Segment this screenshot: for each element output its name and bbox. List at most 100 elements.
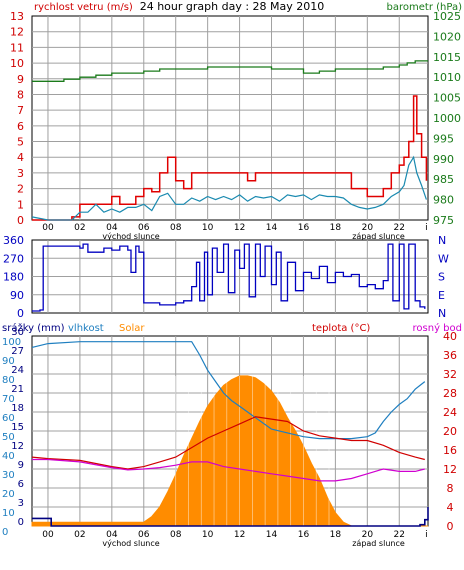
temperature-y-tick-label: 24 [443,406,457,419]
chart-title: 24 hour graph day : 28 May 2010 [140,0,325,13]
x-tick-label: i [425,223,428,233]
humidity-y-tick-label: 40 [2,451,15,462]
pressure-y-tick-label: 1010 [433,71,461,84]
pressure-y-tick-label: 1015 [433,51,461,64]
rain-y-tick-label: 24 [11,365,24,376]
x-tick-label: 12 [234,530,245,540]
x-tick-label: 20 [362,223,374,233]
humidity-y-tick-label: 20 [2,489,15,500]
compass-tick-label: N [438,234,446,247]
pressure-y-tick-label: 975 [433,214,454,227]
temperature-y-tick-label: 4 [447,501,454,514]
dew-point-axis-label: rosný bod [413,322,462,334]
wind-pressure-plot-frame [31,15,429,221]
x-tick-label: 18 [330,530,342,540]
rain-y-tick-label: 27 [11,346,24,357]
solar-area-layer [31,375,428,527]
tick-labels-layer: 0123456789101112139759809859909951000100… [2,10,461,548]
wind-y-tick-label: 6 [17,120,24,133]
rain-y-tick-label: 6 [18,479,24,490]
pressure-y-tick-label: 980 [433,194,454,207]
x-tick-label: 20 [362,530,374,540]
rain-y-tick-label: 18 [11,403,24,414]
rain-y-tick-label: 30 [11,327,24,338]
pressure-y-tick-label: 1005 [433,92,461,105]
pressure-y-tick-label: 985 [433,173,454,186]
pressure-y-tick-label: 990 [433,153,454,166]
direction-y-tick-label: 270 [3,252,24,265]
rain-y-tick-label: 3 [18,498,24,509]
temperature-y-tick-label: 36 [443,349,457,362]
direction-y-tick-label: 90 [10,289,24,302]
wind-y-tick-label: 3 [17,167,24,180]
wind-y-tick-label: 0 [17,214,24,227]
x-tick-label: 08 [170,530,182,540]
humidity-y-tick-label: 60 [2,413,15,424]
x-tick-label: 14 [266,530,278,540]
x-tick-label: 16 [298,223,310,233]
humidity-y-tick-label: 30 [2,470,15,481]
rain-y-tick-label: 21 [11,384,24,395]
wind-y-tick-label: 5 [17,136,24,149]
direction-y-tick-label: 360 [3,234,24,247]
compass-tick-label: S [438,271,445,284]
compass-tick-label: N [438,307,446,320]
x-tick-label: i [425,530,428,540]
temperature-axis-label: teplota (°C) [312,323,370,334]
x-tick-label: 22 [394,223,405,233]
x-tick-label: 02 [74,530,85,540]
pressure-y-tick-label: 995 [433,132,454,145]
humidity-y-tick-label: 100 [2,337,21,348]
temperature-y-tick-label: 0 [447,520,454,533]
x-tick-label: 04 [106,530,118,540]
rain-y-tick-label: 15 [11,422,24,433]
x-tick-label: 02 [74,223,85,233]
wind-y-tick-label: 8 [17,88,24,101]
temperature-y-tick-label: 16 [443,444,457,457]
wind-direction-line [32,243,426,312]
compass-tick-label: E [438,289,445,302]
humidity-y-tick-label: 80 [2,375,15,386]
wind-average-line [31,155,427,221]
wind-y-tick-label: 11 [10,41,24,54]
temperature-y-tick-label: 8 [447,482,454,495]
x-tick-label: 08 [170,223,182,233]
sunrise-label: východ slunce [102,232,159,241]
dew-point-line [32,458,425,482]
temperature-y-tick-label: 20 [443,425,457,438]
wind-speed-axis-label: rychlost vetru (m/s) [34,2,133,13]
humidity-y-tick-label: 90 [2,356,15,367]
temperature-y-tick-label: 28 [443,387,457,400]
wind-y-tick-label: 13 [10,10,24,23]
wind-y-tick-label: 4 [17,151,24,164]
humidity-y-tick-label: 10 [2,508,15,519]
wind-y-tick-label: 1 [17,198,24,211]
humidity-y-tick-label: 0 [2,527,8,538]
compass-tick-label: W [438,252,449,265]
x-tick-label: 18 [330,223,342,233]
x-tick-label: 06 [138,530,150,540]
sunrise-label: východ slunce [102,539,159,548]
humidity-y-tick-label: 50 [2,432,15,443]
grid-lines [32,16,428,526]
rain-axis-label: srážky (mm) [2,322,65,334]
wind-y-tick-label: 10 [10,57,24,70]
wind-y-tick-label: 7 [17,104,24,117]
direction-y-tick-label: 180 [3,271,24,284]
wind-y-tick-label: 2 [17,183,24,196]
temperature-y-tick-label: 32 [443,368,457,381]
rain-y-tick-label: 0 [18,517,24,528]
x-tick-label: 00 [42,223,54,233]
sunset-label: západ slunce [352,539,405,548]
x-tick-label: 12 [234,223,245,233]
solar-axis-label: Solar [119,323,145,334]
rain-y-tick-label: 9 [18,460,24,471]
direction-y-tick-label: 0 [17,307,24,320]
rain-y-tick-label: 12 [11,441,24,452]
barometer-axis-label: barometr (hPa) [387,2,463,13]
x-tick-label: 00 [42,530,54,540]
x-tick-label: 10 [202,530,214,540]
temperature-y-tick-label: 12 [443,463,457,476]
wind-y-tick-label: 12 [10,26,24,39]
